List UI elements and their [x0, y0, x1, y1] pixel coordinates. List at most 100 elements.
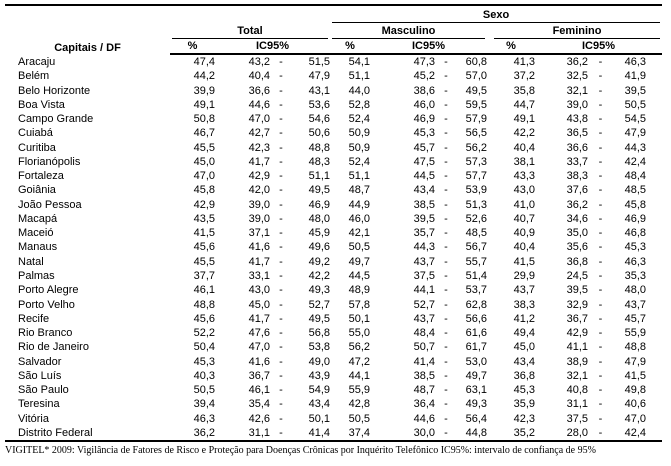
- masc-ic-low-cell: 48,7: [413, 384, 435, 397]
- fem-ic-low-cell: 39,0: [566, 98, 588, 111]
- table-row: Cuiabá 46,7 42,7-50,6 50,9 45,3-56,5 42,2 36,5…: [5, 126, 662, 140]
- total-pct-cell: 37,7: [193, 269, 215, 282]
- fem-ic-dash: -: [598, 184, 603, 197]
- total-ic-dash: -: [279, 284, 283, 297]
- masc-ic-dash: -: [444, 284, 448, 297]
- fem-ic-dash: -: [598, 84, 603, 97]
- table-row: Teresina 39,4 35,4-43,4 42,8 36,4-49,3 35,9 31…: [5, 397, 662, 411]
- masc-pct-cell: 50,5: [348, 241, 370, 254]
- total-ic-low-cell: 47,6: [248, 327, 270, 340]
- table-row: Salvador 45,3 41,6-49,0 47,2 41,4-53,0 43,4 38…: [5, 355, 662, 369]
- masc-ic-low-cell: 48,4: [413, 327, 435, 340]
- masc-ic-dash: -: [444, 384, 448, 397]
- fem-ic-low-cell: 32,5: [566, 70, 588, 83]
- fem-ic-low-cell: 39,5: [566, 284, 588, 297]
- feminino-pct-header: %: [487, 39, 535, 55]
- table-row: João Pessoa 42,9 39,0-46,9 44,9 38,5-51,3 41,…: [5, 198, 662, 212]
- masculino-ic95-header: IC95%: [370, 39, 487, 55]
- fem-pct-cell: 35,9: [513, 398, 535, 411]
- masc-ic-high-cell: 63,1: [465, 384, 487, 397]
- masc-pct-cell: 50,9: [348, 141, 370, 154]
- total-ic-low-cell: 47,0: [248, 113, 270, 126]
- fem-pct-cell: 41,0: [513, 198, 535, 211]
- total-ic-dash: -: [279, 412, 283, 425]
- total-ic-high-cell: 52,7: [308, 298, 330, 311]
- fem-ic-high-cell: 46,3: [624, 255, 647, 268]
- fem-ic-high-cell: 39,5: [624, 84, 647, 97]
- table-row: Boa Vista 49,1 44,6-53,6 52,8 46,0-59,5 44,7 3…: [5, 98, 662, 112]
- fem-pct-cell: 35,2: [513, 426, 535, 439]
- table-row: Porto Velho 48,8 45,0-52,7 57,8 52,7-62,8 38,…: [5, 298, 662, 312]
- total-ic-low-cell: 36,7: [248, 369, 270, 382]
- fem-ic-dash: -: [598, 98, 603, 111]
- masc-pct-cell: 44,1: [348, 369, 370, 382]
- source-note: VIGITEL* 2009: Vigilância de Fatores de …: [5, 445, 596, 457]
- total-ic-dash: -: [279, 70, 283, 83]
- fem-ic-high-cell: 55,9: [624, 327, 647, 340]
- total-ic-dash: -: [279, 355, 283, 368]
- masc-pct-cell: 46,0: [348, 212, 370, 225]
- total-ic-dash: -: [279, 426, 283, 439]
- fem-ic-high-cell: 47,9: [624, 355, 647, 368]
- fem-ic-low-cell: 32,9: [566, 298, 588, 311]
- fem-ic-low-cell: 36,5: [566, 127, 588, 140]
- masc-ic-low-cell: 52,7: [413, 298, 435, 311]
- city-cell: Natal: [18, 255, 44, 268]
- fem-pct-cell: 42,3: [513, 412, 535, 425]
- fem-ic-dash: -: [598, 113, 603, 126]
- total-ic-dash: -: [279, 127, 283, 140]
- fem-ic-low-cell: 36,2: [566, 198, 588, 211]
- city-cell: Manaus: [18, 241, 58, 254]
- city-cell: João Pessoa: [18, 198, 82, 211]
- masc-ic-dash: -: [444, 141, 448, 154]
- masc-ic-dash: -: [444, 155, 448, 168]
- city-cell: Goiânia: [18, 184, 56, 197]
- masc-ic-dash: -: [444, 412, 448, 425]
- total-pct-cell: 45,3: [193, 355, 215, 368]
- fem-pct-cell: 40,9: [513, 227, 535, 240]
- total-ic-low-cell: 41,6: [248, 241, 270, 254]
- fem-ic-dash: -: [598, 141, 603, 154]
- total-ic-high-cell: 51,1: [308, 170, 330, 183]
- total-ic-high-cell: 48,8: [308, 141, 330, 154]
- fem-pct-cell: 41,2: [513, 312, 535, 325]
- fem-ic-low-cell: 32,1: [566, 369, 588, 382]
- fem-ic-low-cell: 24,5: [566, 269, 588, 282]
- masc-ic-dash: -: [444, 255, 448, 268]
- fem-ic-low-cell: 34,6: [566, 212, 588, 225]
- masc-ic-low-cell: 44,5: [413, 170, 435, 183]
- total-ic-dash: -: [279, 141, 283, 154]
- city-cell: Belém: [18, 70, 50, 83]
- masc-ic-high-cell: 56,6: [465, 312, 487, 325]
- fem-ic-high-cell: 47,0: [624, 412, 647, 425]
- total-ic-high-cell: 43,1: [308, 84, 330, 97]
- masc-pct-cell: 44,0: [348, 84, 370, 97]
- header-spacer: [170, 5, 330, 23]
- masc-ic-low-cell: 44,1: [413, 284, 435, 297]
- fem-ic-high-cell: 46,9: [624, 212, 647, 225]
- table-row: Campo Grande 50,8 47,0-54,6 52,4 46,9-57,9 49…: [5, 112, 662, 126]
- total-pct-cell: 41,5: [193, 227, 215, 240]
- masc-ic-low-cell: 45,7: [413, 141, 435, 154]
- masc-ic-high-cell: 56,4: [465, 412, 487, 425]
- masc-ic-dash: -: [444, 170, 448, 183]
- total-group-label: Total: [172, 25, 328, 39]
- total-pct-cell: 49,1: [193, 98, 215, 111]
- city-cell: Rio Branco: [18, 327, 73, 340]
- total-ic-low-cell: 41,7: [248, 312, 270, 325]
- fem-ic-high-cell: 45,3: [624, 241, 647, 254]
- total-ic-low-cell: 42,7: [248, 127, 270, 140]
- total-pct-cell: 50,4: [193, 341, 215, 354]
- total-ic-low-cell: 39,0: [248, 198, 270, 211]
- total-ic-high-cell: 50,1: [308, 412, 330, 425]
- fem-ic-high-cell: 45,7: [624, 312, 647, 325]
- table-row: Porto Alegre 46,1 43,0-49,3 48,9 44,1-53,7 43…: [5, 283, 662, 297]
- total-ic-dash: -: [279, 170, 283, 183]
- table-row: Macapá 43,5 39,0-48,0 46,0 39,5-52,6 40,7 34,6…: [5, 212, 662, 226]
- city-cell: Distrito Federal: [18, 426, 93, 439]
- masc-ic-high-cell: 59,5: [465, 98, 487, 111]
- fem-pct-cell: 37,2: [513, 70, 535, 83]
- fem-ic-low-cell: 36,7: [566, 312, 588, 325]
- fem-ic-dash: -: [598, 341, 603, 354]
- masc-ic-low-cell: 44,3: [413, 241, 435, 254]
